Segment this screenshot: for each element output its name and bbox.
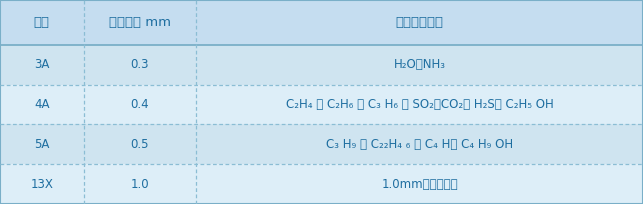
Bar [0, 124, 643, 164]
Text: 1.0: 1.0 [131, 178, 149, 191]
Text: 5A: 5A [34, 138, 50, 151]
Text: C₃ H₉ 、 C₂₂H₄ ₆ 、 C₄ H、 C₄ H₉ OH: C₃ H₉ 、 C₂₂H₄ ₆ 、 C₄ H、 C₄ H₉ OH [326, 138, 513, 151]
Text: 0.4: 0.4 [131, 98, 149, 111]
Text: C₂H₄ 、 C₂H₆ 、 C₃ H₆ 、 SO₂、CO₂、 H₂S、 C₂H₅ OH: C₂H₄ 、 C₂H₆ 、 C₃ H₆ 、 SO₂、CO₂、 H₂S、 C₂H₅… [285, 98, 554, 111]
Bar [0, 0, 643, 45]
Text: 0.5: 0.5 [131, 138, 149, 151]
Text: 1.0mm以下的分子: 1.0mm以下的分子 [381, 178, 458, 191]
Text: 能吸附的分子: 能吸附的分子 [395, 16, 444, 29]
Text: H₂O、NH₃: H₂O、NH₃ [394, 58, 446, 71]
Bar [0, 45, 643, 85]
Text: 4A: 4A [34, 98, 50, 111]
Text: 3A: 3A [34, 58, 50, 71]
Bar [0, 85, 643, 124]
Text: 类型: 类型 [34, 16, 50, 29]
Bar [0, 164, 643, 204]
Text: 0.3: 0.3 [131, 58, 149, 71]
Text: 13X: 13X [30, 178, 53, 191]
Text: 孔径尺寸 mm: 孔径尺寸 mm [109, 16, 171, 29]
